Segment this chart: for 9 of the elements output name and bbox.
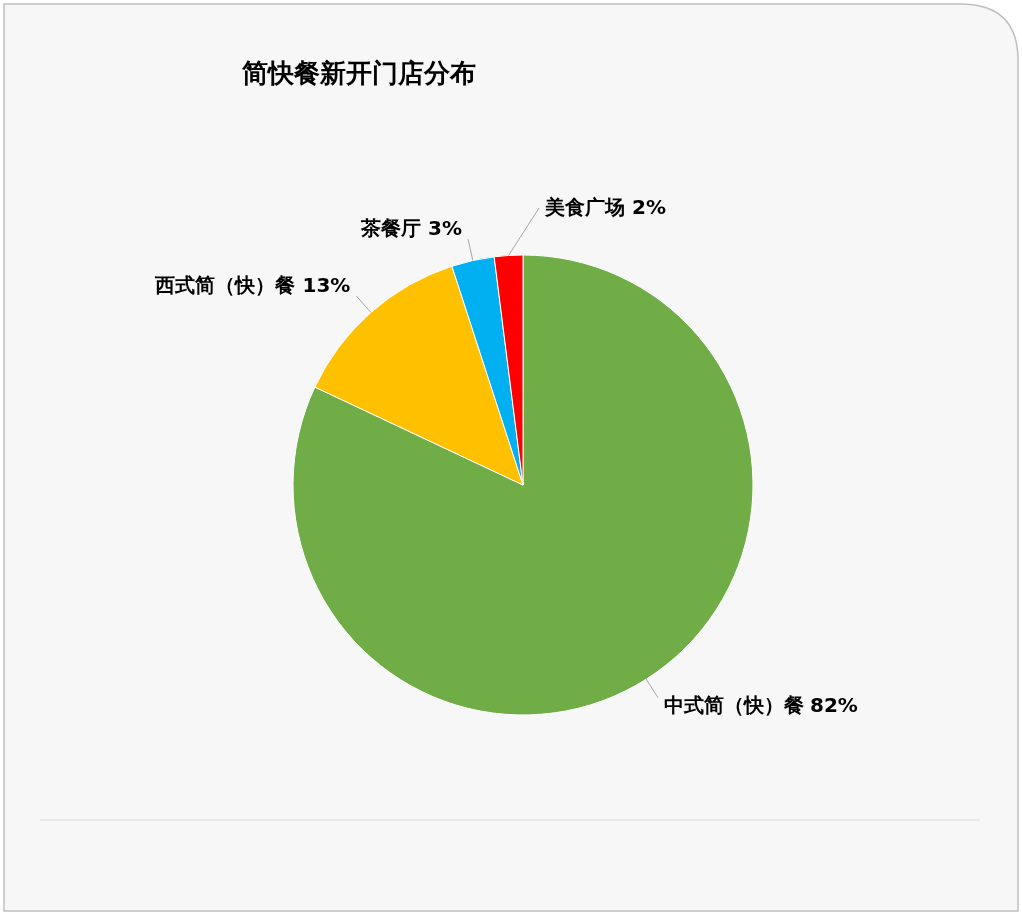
slice-label: 茶餐厅: [360, 216, 422, 241]
slice-label: 中式简（快）餐: [664, 692, 805, 717]
value-label: 2%: [632, 195, 666, 220]
value-label: 3%: [428, 216, 463, 241]
slice-label: 美食广场: [544, 195, 625, 220]
value-label: 13%: [302, 272, 351, 297]
slice-label: 西式简（快）餐: [154, 272, 296, 297]
value-label: 82%: [810, 692, 858, 717]
chart-title: 简快餐新开门店分布: [241, 58, 476, 88]
